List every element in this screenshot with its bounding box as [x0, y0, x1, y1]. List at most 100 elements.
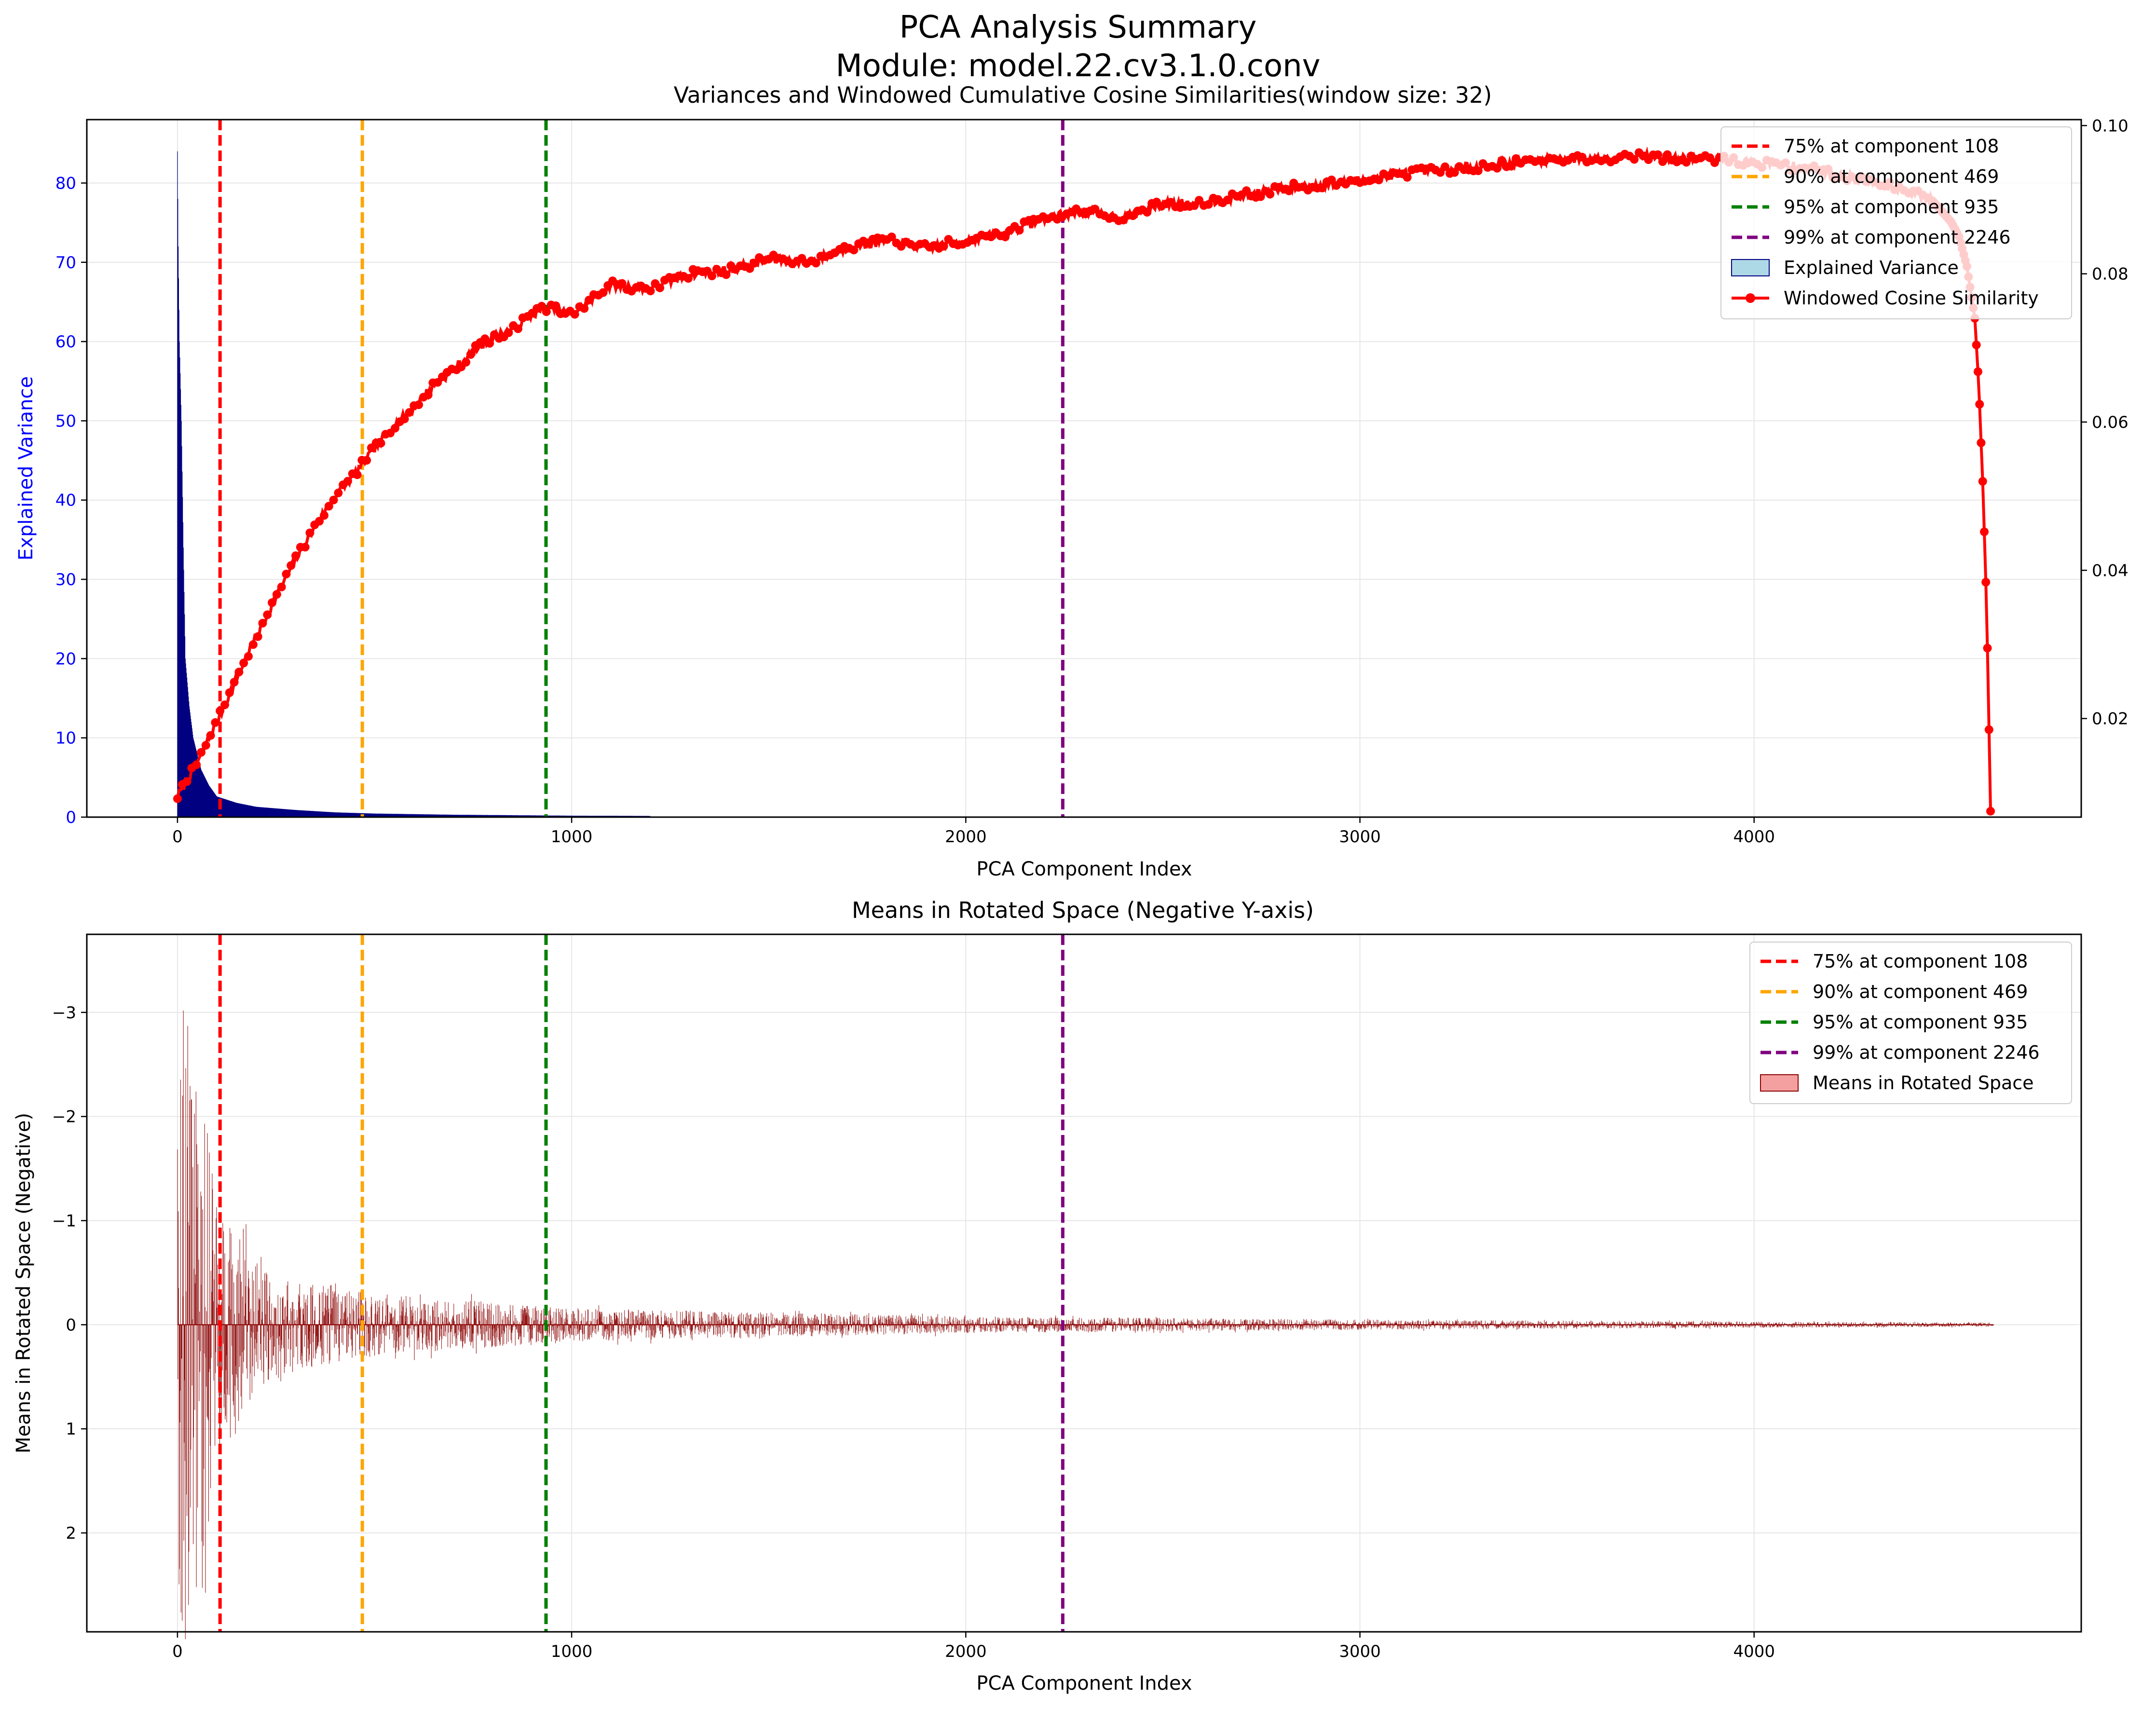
- y-tick-label: 30: [55, 570, 76, 589]
- cosine-similarity-point: [1682, 158, 1691, 167]
- cosine-similarity-point: [1436, 168, 1445, 177]
- legend-item: Means in Rotated Space: [1760, 1072, 2034, 1094]
- cosine-similarity-point: [320, 511, 328, 520]
- cosine-similarity-point: [201, 741, 210, 750]
- cosine-similarity-point: [646, 287, 655, 296]
- y-tick-label: 10: [55, 729, 76, 748]
- cosine-similarity-point: [1450, 168, 1459, 177]
- means-panel-frame: [86, 933, 2082, 1633]
- y-tick-label: 0: [66, 1315, 76, 1335]
- cosine-similarity-point: [423, 390, 433, 399]
- cosine-similarity-markers: [173, 148, 1995, 816]
- right-y-tick-label: 0.06: [2092, 413, 2129, 432]
- legend-label: 90% at component 469: [1813, 981, 2028, 1002]
- means-panel-x-ticks: 0 1000 2000 3000 4000: [172, 1632, 1775, 1661]
- cosine-similarity-point: [1403, 173, 1412, 182]
- legend-item: 95% at component 935: [1732, 196, 1999, 218]
- legend-label: 95% at component 935: [1784, 196, 1999, 218]
- cosine-similarity-point: [1986, 807, 1995, 816]
- right-y-tick-label: 0.10: [2092, 116, 2129, 136]
- cosine-similarity-point: [1284, 186, 1294, 195]
- cosine-similarity-point: [1474, 166, 1483, 175]
- legend-box: [1749, 942, 2072, 1104]
- cosine-similarity-point: [708, 272, 717, 280]
- cosine-similarity-point: [1972, 341, 1981, 350]
- cosine-similarity-point: [1977, 438, 1986, 447]
- cosine-similarity-point: [230, 678, 239, 687]
- legend-label: 95% at component 935: [1813, 1012, 2028, 1033]
- legend-item: 95% at component 935: [1760, 1012, 2028, 1033]
- legend-item: Windowed Cosine Similarity: [1732, 287, 2039, 309]
- variance-panel-threshold-lines: [218, 120, 1064, 817]
- cosine-similarity-point: [887, 232, 896, 242]
- cosine-similarity-point: [1980, 527, 1989, 536]
- legend-item: Explained Variance: [1731, 257, 1959, 278]
- y-tick-label: 40: [55, 491, 76, 510]
- legend-label: 75% at component 108: [1784, 136, 1999, 157]
- x-tick-label: 2000: [945, 1642, 987, 1661]
- cosine-similarity-point: [268, 598, 277, 607]
- means-panel: Means in Rotated Space (Negative Y-axis)…: [13, 897, 2082, 1695]
- cosine-similarity-point: [939, 242, 948, 251]
- cosine-similarity-point: [1983, 643, 1992, 653]
- y-tick-label: 20: [55, 649, 76, 669]
- y-tick-label: 80: [55, 174, 76, 193]
- cosine-similarity-point: [220, 700, 229, 710]
- cosine-similarity-point: [405, 408, 414, 417]
- cosine-similarity-point: [182, 777, 191, 786]
- right-y-tick-label: 0.04: [2092, 561, 2129, 580]
- x-tick-label: 1000: [551, 827, 593, 847]
- legend-item: 99% at component 2246: [1760, 1042, 2040, 1063]
- variance-panel-frame: [86, 119, 2082, 818]
- cosine-similarity-point: [287, 561, 296, 570]
- cosine-similarity-point: [211, 718, 220, 727]
- cosine-similarity-point: [1658, 157, 1667, 166]
- cosine-similarity-point: [282, 570, 291, 579]
- variance-panel-x-ticks: 0 1000 2000 3000 4000: [172, 817, 1775, 847]
- cosine-similarity-point: [466, 350, 475, 359]
- variance-panel-y-label: Explained Variance: [15, 376, 37, 561]
- variance-panel-y-ticks: 0 10 20 30 40 50 60 70 80: [55, 174, 87, 827]
- cosine-similarity-point: [542, 307, 551, 316]
- means-panel-y-ticks: −3 −2 −1 0 1 2: [52, 1003, 87, 1543]
- means-panel-y-label: Means in Rotated Space (Negative): [13, 1113, 35, 1453]
- cosine-similarity-point: [1223, 195, 1232, 205]
- x-tick-label: 4000: [1733, 827, 1775, 847]
- right-y-tick-label: 0.02: [2092, 710, 2129, 729]
- legend-label: 90% at component 469: [1784, 166, 1999, 187]
- variance-panel-title: Variances and Windowed Cumulative Cosine…: [674, 82, 1492, 108]
- means-panel-legend: 75% at component 108 90% at component 469…: [1749, 942, 2072, 1104]
- right-y-tick-label: 0.08: [2092, 265, 2129, 284]
- figure-title: PCA Analysis Summary: [900, 10, 1257, 45]
- cosine-similarity-point: [216, 706, 225, 715]
- variance-panel-x-label: PCA Component Index: [976, 858, 1192, 880]
- cosine-similarity-point: [343, 477, 352, 486]
- cosine-similarity-point: [324, 502, 333, 511]
- y-tick-label: 70: [55, 253, 76, 273]
- legend-item: 75% at component 108: [1760, 951, 2028, 972]
- cosine-similarity-point: [655, 283, 665, 292]
- cosine-similarity-point: [570, 310, 579, 319]
- cosine-similarity-point: [462, 357, 471, 367]
- x-tick-label: 0: [172, 1642, 183, 1661]
- cosine-similarity-point: [1653, 150, 1663, 159]
- variance-panel: Variances and Windowed Cumulative Cosine…: [15, 82, 2129, 880]
- windowed-cosine-similarity-line: [173, 146, 1995, 816]
- cosine-similarity-point: [599, 288, 608, 297]
- cosine-similarity-point: [192, 760, 201, 769]
- cosine-similarity-point: [225, 688, 234, 697]
- means-panel-title: Means in Rotated Space (Negative Y-axis): [852, 897, 1314, 923]
- legend-label: 99% at component 2246: [1784, 227, 2011, 248]
- cosine-similarity-point: [291, 551, 300, 561]
- x-tick-label: 0: [172, 827, 183, 847]
- means-panel-x-label: PCA Component Index: [976, 1672, 1192, 1695]
- legend-item: 99% at component 2246: [1732, 227, 2011, 248]
- cosine-similarity-point: [334, 488, 343, 497]
- cosine-similarity-point: [414, 400, 423, 410]
- cosine-similarity-point: [1973, 367, 1982, 376]
- cosine-similarity-point: [234, 668, 244, 677]
- cosine-similarity-point: [315, 517, 324, 526]
- cosine-similarity-point: [1497, 156, 1506, 165]
- cosine-similarity-point: [253, 632, 262, 641]
- legend-label: Means in Rotated Space: [1813, 1072, 2034, 1094]
